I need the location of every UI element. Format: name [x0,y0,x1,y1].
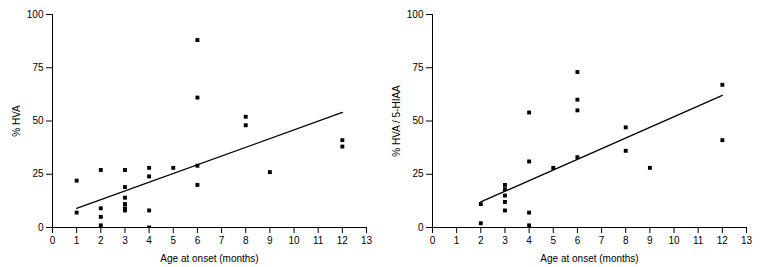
svg-text:10: 10 [668,235,680,246]
svg-text:8: 8 [243,235,249,246]
svg-text:75: 75 [32,62,44,73]
svg-text:50: 50 [412,115,424,126]
svg-text:4: 4 [146,235,152,246]
svg-text:5: 5 [550,235,556,246]
svg-text:1: 1 [454,235,460,246]
svg-text:6: 6 [195,235,201,246]
svg-text:11: 11 [313,235,324,246]
svg-text:12: 12 [337,235,349,246]
svg-text:12: 12 [717,235,729,246]
svg-text:100: 100 [27,9,44,20]
svg-text:25: 25 [412,168,424,179]
svg-text:Age at onset (months): Age at onset (months) [540,253,638,264]
svg-text:0: 0 [50,235,56,246]
svg-text:100: 100 [407,9,424,20]
svg-text:7: 7 [219,235,225,246]
svg-text:6: 6 [575,235,581,246]
svg-text:0: 0 [418,222,424,233]
svg-text:2: 2 [98,235,104,246]
svg-text:3: 3 [122,235,128,246]
svg-text:13: 13 [741,235,753,246]
svg-text:Age at onset (months): Age at onset (months) [160,253,258,264]
svg-text:% HVA: % HVA [11,105,22,137]
svg-text:9: 9 [267,235,273,246]
svg-text:8: 8 [623,235,629,246]
svg-text:11: 11 [693,235,704,246]
svg-text:% HVA / 5-HIAA: % HVA / 5-HIAA [391,85,402,157]
svg-text:5: 5 [170,235,176,246]
svg-text:1: 1 [74,235,80,246]
svg-text:75: 75 [412,62,424,73]
svg-text:4: 4 [526,235,532,246]
svg-text:50: 50 [32,115,44,126]
svg-text:0: 0 [430,235,436,246]
svg-text:25: 25 [32,168,44,179]
svg-text:9: 9 [647,235,653,246]
svg-text:0: 0 [38,222,44,233]
svg-text:10: 10 [288,235,300,246]
svg-text:13: 13 [361,235,373,246]
svg-text:2: 2 [478,235,484,246]
svg-text:3: 3 [502,235,508,246]
svg-text:7: 7 [599,235,605,246]
